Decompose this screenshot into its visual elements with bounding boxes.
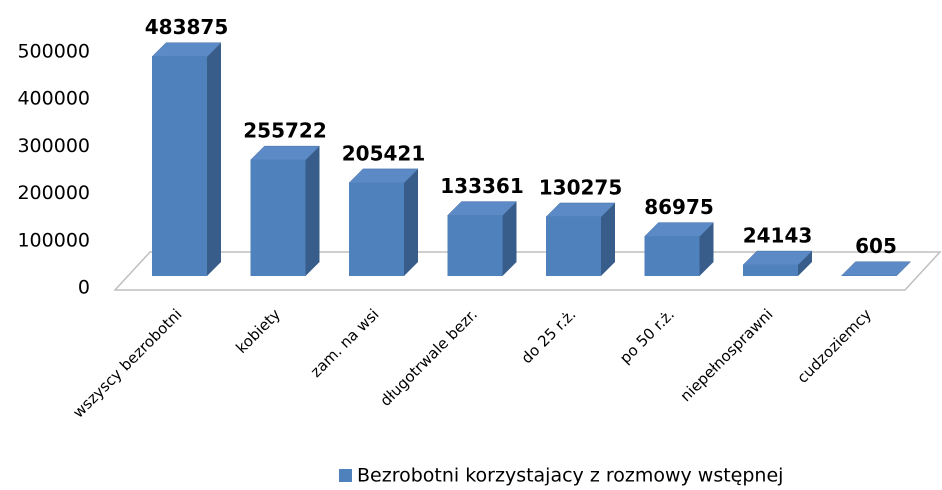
bar-front [349, 182, 404, 276]
x-tick-label: do 25 r.ż. [518, 305, 580, 367]
legend-label: Bezrobotni korzystajacy z rozmowy wstępn… [357, 465, 783, 487]
bar [151, 42, 222, 277]
bar [446, 201, 518, 276]
data-label: 255722 [243, 119, 327, 143]
bar [348, 168, 419, 276]
data-label: 86975 [644, 195, 714, 219]
data-label: 24143 [743, 224, 813, 248]
bar [840, 261, 912, 276]
x-tick-label: niepełnosprawni [677, 305, 777, 405]
bar-side [601, 202, 615, 276]
y-tick-label: 0 [78, 277, 90, 299]
bar-front [447, 215, 503, 276]
bar-front [152, 56, 207, 277]
bar [643, 222, 715, 276]
bar-side [699, 222, 714, 276]
bar-front [546, 216, 601, 276]
data-label: 130275 [539, 175, 623, 199]
y-tick-label: 400000 [17, 88, 90, 110]
bar-side [404, 168, 418, 276]
bar [249, 145, 321, 276]
y-tick-label: 100000 [17, 229, 90, 251]
x-tick-label: długotrwale bezr. [376, 305, 481, 410]
x-tick-label: wszyscy bezrobotni [69, 305, 185, 421]
bar-top [840, 261, 912, 276]
floor [113, 251, 942, 291]
x-tick-label: cudzoziemcy [793, 305, 875, 387]
bar-side [207, 42, 221, 277]
data-label: 605 [855, 234, 897, 258]
data-label: 133361 [440, 174, 524, 198]
bar [742, 250, 813, 276]
data-label: 205421 [342, 141, 426, 165]
bar-front [743, 265, 798, 276]
bar-front [644, 236, 700, 276]
y-tick-label: 300000 [17, 135, 90, 157]
bar-side [798, 251, 812, 276]
bar-front [250, 160, 306, 276]
x-tick-label: zam. na wsi [307, 305, 383, 381]
y-tick-label: 200000 [17, 182, 90, 204]
x-tick-label: kobiety [232, 305, 284, 357]
data-label: 483875 [145, 15, 229, 39]
bar-side [305, 146, 320, 276]
legend-swatch [339, 469, 352, 482]
bar [545, 202, 616, 276]
x-tick-label: po 50 r.ż. [616, 305, 678, 367]
bar-side [502, 201, 517, 276]
y-tick-label: 500000 [17, 41, 90, 63]
